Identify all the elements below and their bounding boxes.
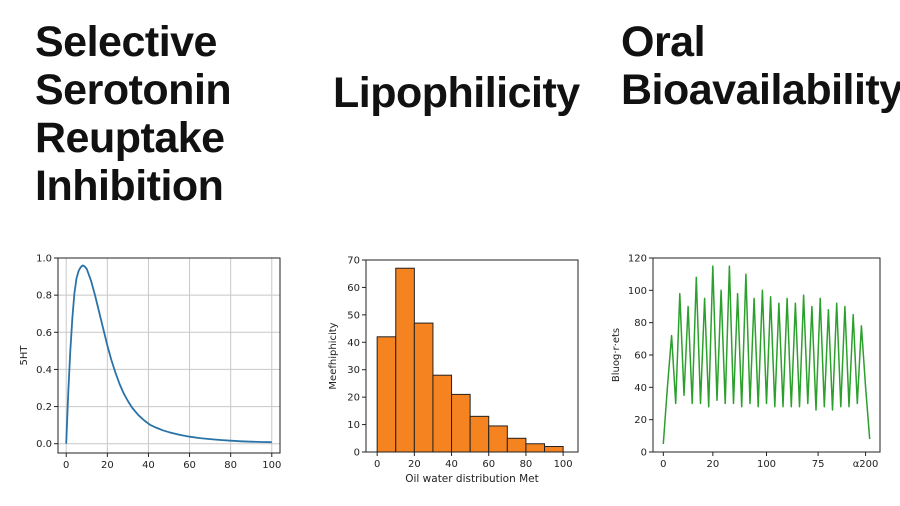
y-tick-label: 0.4 [36,365,52,376]
y-tick-label: 0.6 [36,328,52,339]
title-lipophilicity: Lipophilicity [333,69,603,117]
y-tick-label: 30 [347,365,360,376]
y-tick-label: 70 [347,256,360,267]
x-tick-label: 80 [224,460,237,471]
y-tick-label: 20 [347,393,360,404]
y-tick-label: 10 [347,420,360,431]
histogram-bar [488,425,508,453]
y-tick-label: 50 [347,310,360,321]
x-tick-label: 20 [408,459,421,470]
y-tick-label: 1.0 [36,254,52,265]
x-tick-label: 0 [660,459,666,470]
x-tick-label: 0 [374,459,380,470]
histogram-bar [506,437,527,453]
y-tick-label: 80 [634,318,647,329]
x-tick-label: 100 [554,459,573,470]
series-line-signal [662,265,871,444]
x-tick-label: α200 [853,459,879,470]
histogram-bar [469,415,490,453]
x-tick-label: 100 [262,460,281,471]
x-tick-label: 60 [183,460,196,471]
plot-frame [57,257,281,454]
lipophilicity-histogram: 0 20 40 60 80 100 0 10 20 30 40 50 60 70 Meefhiphicity… [328,256,579,485]
histogram-bar [376,336,397,453]
title-line: Selective [35,18,217,66]
y-tick-label: 60 [347,283,360,294]
y-tick-label: 0 [354,448,360,459]
x-tick-label: 40 [445,459,458,470]
y-tick-label: 20 [634,415,647,426]
x-tick-label: 40 [142,460,155,471]
serotonin-line-chart: 0 20 40 60 80 100 0.0 0.2 0.4 0.6 0.8 1.0 5HT [19,254,281,472]
x-tick-label: 80 [520,459,533,470]
histogram-bar [451,393,471,453]
histogram-bar [432,374,453,453]
x-axis-label: Oil water distribution Met [405,473,539,485]
y-tick-label: 0 [641,448,647,459]
title-selective-serotonin-reuptake-inhibition: Selective Serotonin Reuptake Inhibition [35,18,305,210]
x-tick-label: 60 [482,459,495,470]
title-line: Serotonin [35,66,232,114]
x-tick-label: 75 [812,459,825,470]
title-line: Lipophilicity [333,69,580,117]
x-tick-label: 20 [101,460,114,471]
y-tick-label: 0.8 [36,291,52,302]
title-line: Reuptake [35,114,225,162]
y-tick-label: 60 [634,351,647,362]
x-tick-label: 0 [63,460,69,471]
title-oral-bioavailability: Oral Bioavailability [621,18,900,114]
x-tick-label: 20 [706,459,719,470]
title-line: Inhibition [35,162,224,210]
x-tick-label: 100 [757,459,776,470]
y-axis-label: 5HT [19,345,30,366]
histogram-bar [395,267,415,453]
title-line: Oral [621,18,706,66]
histogram-bar [544,446,564,453]
histogram-bar [525,443,546,453]
y-axis-label: Meefhiphicity [328,322,339,389]
y-axis-label: Bluog·r·ets [611,328,622,382]
title-line: Bioavailability [621,66,900,114]
series-line-5ht [65,264,272,444]
y-tick-label: 0.0 [36,439,52,450]
plot-frame [365,259,579,453]
histogram-bar [413,322,434,453]
bioavailability-line-chart: 0 20 100 75 α200 0 20 40 60 80 100 120 Bluog·r·ets [611,254,881,470]
y-tick-label: 40 [347,338,360,349]
y-tick-label: 0.2 [36,402,52,413]
plot-frame [652,257,881,453]
y-tick-label: 120 [628,254,647,265]
y-tick-label: 40 [634,383,647,394]
y-tick-label: 100 [628,286,647,297]
